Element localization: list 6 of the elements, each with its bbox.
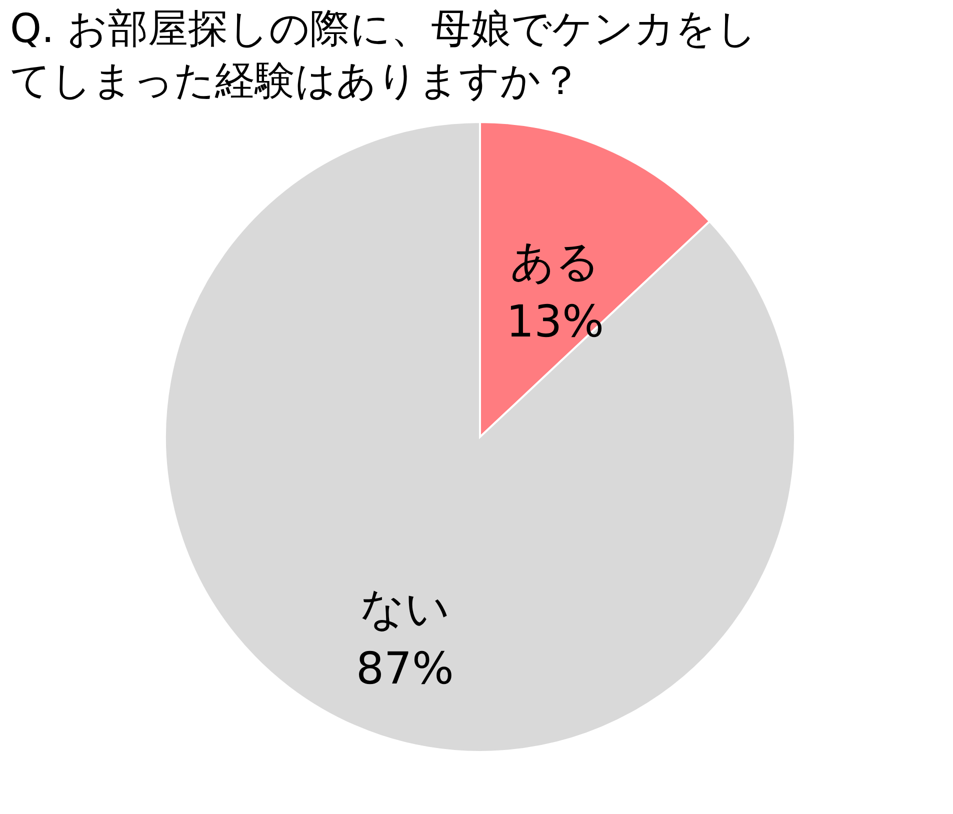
chart-title: Q. お部屋探しの際に、母娘でケンカをしてしまった経験はありますか？ [10, 6, 757, 104]
slice-label: ない [360, 583, 450, 634]
data-label: 13% [506, 296, 604, 348]
pie-slice [164, 121, 796, 753]
data-label: 87% [356, 643, 454, 694]
slice-label: ある [510, 236, 600, 288]
